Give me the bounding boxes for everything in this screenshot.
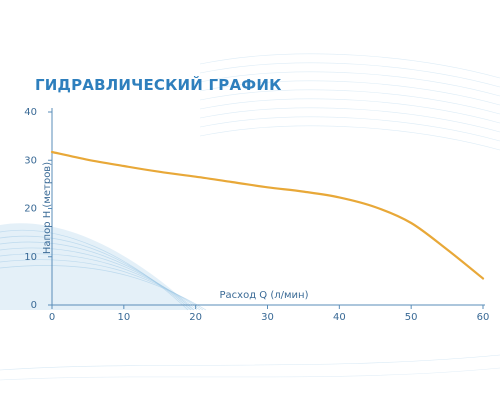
y-tick-label: 30 [24,155,37,166]
bottom-wave-line [0,354,500,371]
swoosh-line [0,241,195,311]
chart-title: ГИДРАВЛИЧЕСКИЙ ГРАФИК [35,75,282,94]
swoosh-line [0,247,198,311]
x-tick-label: 0 [49,312,55,323]
y-tick-label: 10 [24,252,37,263]
wave-line [199,71,500,97]
y-tick-label: 20 [24,204,37,215]
x-tick-label: 30 [261,312,274,323]
wave-line [199,80,500,106]
x-axis-ticks: 0 10 20 30 40 50 60 [49,305,490,323]
swoosh-line [0,229,189,311]
x-tick-label: 40 [333,312,346,323]
x-tick-label: 60 [477,312,490,323]
x-tick-label: 50 [405,312,418,323]
wave-line [199,62,500,88]
swoosh-line [0,235,192,311]
wave-line [199,125,500,151]
y-tick-label: 0 [31,300,37,311]
y-axis-label: Напор Н (метров) [42,162,53,254]
x-tick-label: 20 [189,312,202,323]
wave-line [199,116,500,142]
y-axis-ticks: 0 10 20 30 40 [24,107,52,311]
pump-curve-line [50,150,485,280]
bottom-wave-line [0,367,500,381]
x-axis-label: Расход Q (л/мин) [220,290,309,301]
swoosh-line [0,253,201,311]
swoosh-line [0,265,207,311]
swoosh-fill [0,223,195,310]
wave-line [199,107,500,133]
wave-line [199,98,500,124]
series-group [50,150,485,280]
y-tick-label: 40 [24,107,37,118]
x-tick-label: 10 [117,312,130,323]
wave-line [199,53,500,79]
wave-line [199,89,500,115]
background-waves [0,53,500,381]
